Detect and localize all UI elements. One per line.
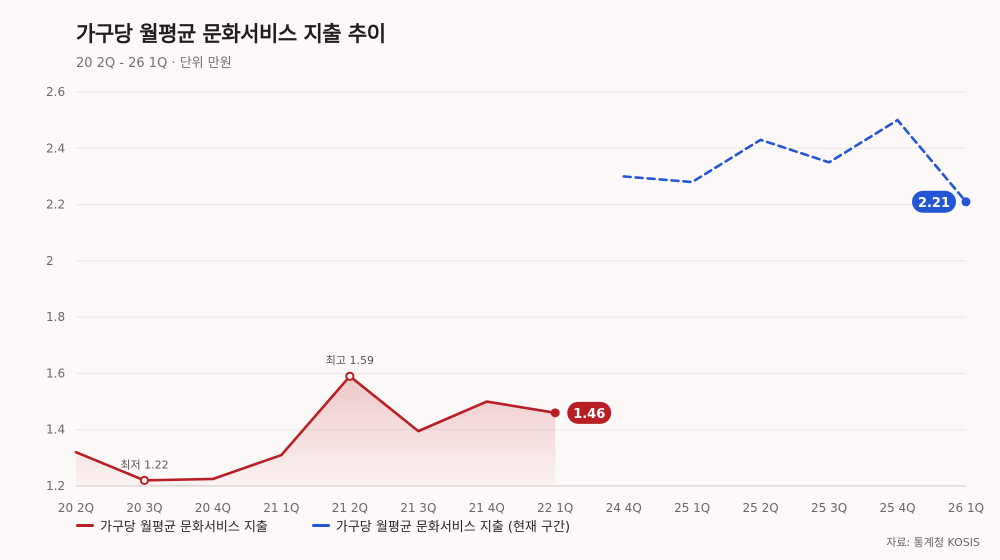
x-tick-label: 22 1Q [537,501,573,515]
series-2-end-label: 2.21 [918,196,950,211]
x-tick-label: 20 3Q [126,501,162,515]
x-tick-label: 25 1Q [674,501,710,515]
x-tick-label: 25 4Q [879,501,915,515]
series-2-end-badge [912,190,956,213]
legend-swatch-series-2 [311,524,330,527]
series-2-end-point [961,197,971,207]
legend-label-series-1: 가구당 월평균 문화서비스 지출 [100,520,268,535]
y-tick-label: 1.4 [46,423,65,437]
x-tick-label: 20 4Q [195,501,231,515]
x-tick-label: 24 4Q [606,501,642,515]
chart-subtitle: 20 2Q - 26 1Q · 단위 만원 [76,56,232,71]
annotation-label: 최고 1.59 [326,354,374,367]
x-axis-ticks: 20 2Q 20 3Q 20 4Q 21 1Q 21 2Q 21 3Q 21 4Q 22 1Q… [58,501,984,515]
chart-title: 가구당 월평균 문화서비스 지출 추이 [76,22,386,46]
series-1-line [74,374,557,482]
annotation-label: 최저 1.22 [120,458,168,471]
x-tick-label: 25 3Q [811,501,847,515]
legend-label-series-2: 가구당 월평균 문화서비스 지출 (현재 구간) [335,520,571,535]
series-1-end-point [550,408,560,418]
legend-swatch-series-1 [76,524,94,527]
y-tick-label: 1.2 [46,479,65,493]
series-1-end-badge [567,401,612,424]
legend-item-series-1: 가구당 월평균 문화서비스 지출 [76,516,268,535]
annotations: 1.46 2.21 최저 1.22 최고 1.59 [120,190,956,485]
legend: 가구당 월평균 문화서비스 지출 가구당 월평균 문화서비스 지출 (현재 구간… [76,516,614,535]
x-tick-label: 21 2Q [332,501,368,515]
x-tick-label: 26 1Q [948,501,984,515]
x-tick-label: 25 2Q [743,501,779,515]
series-1-area [76,376,556,486]
y-axis-ticks: 1.2 1.4 1.6 1.8 2 2.2 2.4 2.6 [46,85,65,493]
series-layer [74,118,971,486]
legend-item-series-2: 가구당 월평균 문화서비스 지출 (현재 구간) [311,516,571,535]
annotation-marker [345,371,355,381]
y-tick-label: 2.4 [46,141,65,155]
x-tick-label: 21 1Q [263,501,299,515]
x-tick-label: 21 4Q [469,501,505,515]
annotation-marker [139,475,150,485]
source-note: 자료: 통계청 KOSIS [886,536,980,549]
x-tick-label: 21 3Q [400,501,436,515]
y-tick-label: 2.2 [46,198,65,212]
y-tick-label: 2 [46,254,54,268]
y-tick-label: 2.6 [46,85,65,99]
y-tick-label: 1.8 [46,310,65,324]
series-2-line [622,118,968,204]
series-1-end-label: 1.46 [573,407,605,422]
x-tick-label: 20 2Q [58,501,94,515]
y-tick-label: 1.6 [46,366,65,380]
